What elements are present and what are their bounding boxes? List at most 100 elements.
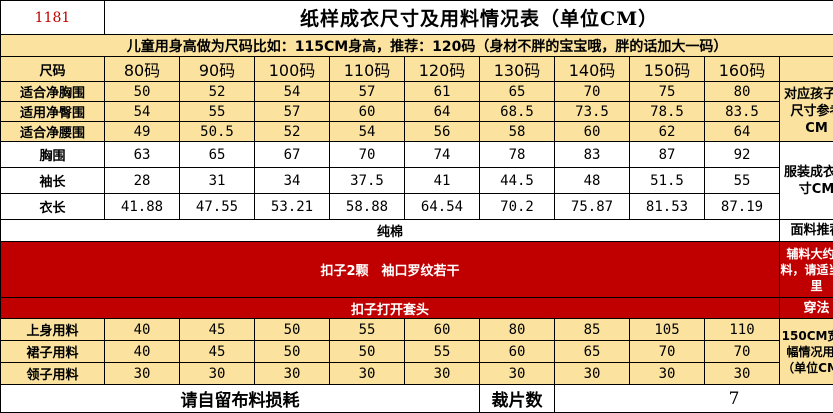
cell: 80	[705, 82, 780, 102]
cell: 54	[105, 102, 180, 122]
cell: 55	[330, 319, 405, 341]
row-label: 袖长	[1, 168, 105, 194]
cell: 50	[255, 319, 330, 341]
cell: 64	[705, 122, 780, 142]
cell: 30	[555, 363, 630, 385]
cell: 54	[255, 82, 330, 102]
size-header: 120码	[405, 57, 480, 82]
cell: 30	[630, 363, 705, 385]
child-side-label: 对应孩子净尺寸参考CM	[780, 82, 833, 142]
cell: 70	[555, 82, 630, 102]
cell: 65	[555, 341, 630, 363]
row-label: 领子用料	[1, 363, 105, 385]
cell: 50	[255, 341, 330, 363]
cell: 54	[330, 122, 405, 142]
cell: 52	[255, 122, 330, 142]
cell: 30	[405, 363, 480, 385]
cell: 53.21	[255, 194, 330, 220]
cell: 30	[105, 363, 180, 385]
sheet-title: 纸样成衣尺寸及用料情况表（单位CM）	[105, 1, 833, 35]
cell: 30	[330, 363, 405, 385]
cell: 41	[405, 168, 480, 194]
cell: 70.2	[480, 194, 555, 220]
cell: 110	[705, 319, 780, 341]
size-header: 110码	[330, 57, 405, 82]
usage-side-label: 150CM宽布幅情况用料（单位CM）	[780, 319, 833, 385]
cell: 65	[480, 82, 555, 102]
cell: 37.5	[330, 168, 405, 194]
cell: 83	[555, 142, 630, 168]
accessories-side-label: 辅料大约用料，请适当加里	[780, 242, 833, 298]
cell: 49	[105, 122, 180, 142]
cell: 52	[180, 82, 255, 102]
cell: 73.5	[555, 102, 630, 122]
row-label: 衣长	[1, 194, 105, 220]
cell: 92	[705, 142, 780, 168]
cell: 67	[255, 142, 330, 168]
cell: 60	[555, 122, 630, 142]
fabric-side-label: 面料推荐	[780, 220, 833, 242]
cell: 40	[105, 341, 180, 363]
cell: 30	[705, 363, 780, 385]
cell: 85	[555, 319, 630, 341]
cell: 80	[480, 319, 555, 341]
size-header: 160码	[705, 57, 780, 82]
cell: 50	[330, 341, 405, 363]
method-side-label: 穿法	[780, 298, 833, 319]
cell: 60	[330, 102, 405, 122]
row-label: 上身用料	[1, 319, 105, 341]
accessories-text: 扣子2颗 袖口罗纹若干	[1, 242, 780, 298]
size-note: 儿童用身高做为尺码比如：115CM身高，推荐：120码（身材不胖的宝宝哦，胖的话…	[1, 35, 833, 57]
cell: 48	[555, 168, 630, 194]
cell: 74	[405, 142, 480, 168]
row-label: 适合净腰围	[1, 122, 105, 142]
cell: 70	[330, 142, 405, 168]
cell: 45	[180, 341, 255, 363]
cell: 70	[705, 341, 780, 363]
size-label: 尺码	[1, 57, 105, 82]
size-header: 130码	[480, 57, 555, 82]
cell: 78.5	[630, 102, 705, 122]
cell: 57	[255, 102, 330, 122]
cell: 58.88	[330, 194, 405, 220]
cell: 56	[405, 122, 480, 142]
cell: 70	[630, 341, 705, 363]
size-header-blank	[780, 57, 833, 82]
cell: 55	[180, 102, 255, 122]
cell: 30	[255, 363, 330, 385]
cell: 31	[180, 168, 255, 194]
garment-side-label: 服装成衣尺寸CM	[780, 142, 833, 220]
cell: 58	[480, 122, 555, 142]
cell: 61	[405, 82, 480, 102]
fabric-text: 纯棉	[1, 220, 780, 242]
cell: 68.5	[480, 102, 555, 122]
size-header: 80码	[105, 57, 180, 82]
cell: 55	[705, 168, 780, 194]
cell: 64	[405, 102, 480, 122]
cell: 34	[255, 168, 330, 194]
cell: 78	[480, 142, 555, 168]
cell: 51.5	[630, 168, 705, 194]
size-header: 150码	[630, 57, 705, 82]
pieces-label: 裁片数	[480, 385, 555, 413]
cell: 41.88	[105, 194, 180, 220]
cell: 105	[630, 319, 705, 341]
cell: 75	[630, 82, 705, 102]
cell: 28	[105, 168, 180, 194]
size-header: 140码	[555, 57, 630, 82]
row-label: 适用净臀围	[1, 102, 105, 122]
cell: 47.55	[180, 194, 255, 220]
cell: 50	[105, 82, 180, 102]
row-label: 胸围	[1, 142, 105, 168]
cell: 81.53	[630, 194, 705, 220]
style-code: 1181	[1, 1, 105, 35]
pieces-value: 7	[555, 385, 833, 413]
size-header: 100码	[255, 57, 330, 82]
cell: 83.5	[705, 102, 780, 122]
cell: 65	[180, 142, 255, 168]
cell: 60	[480, 341, 555, 363]
cell: 55	[405, 341, 480, 363]
size-header: 90码	[180, 57, 255, 82]
row-label: 适合净胸围	[1, 82, 105, 102]
cell: 63	[105, 142, 180, 168]
